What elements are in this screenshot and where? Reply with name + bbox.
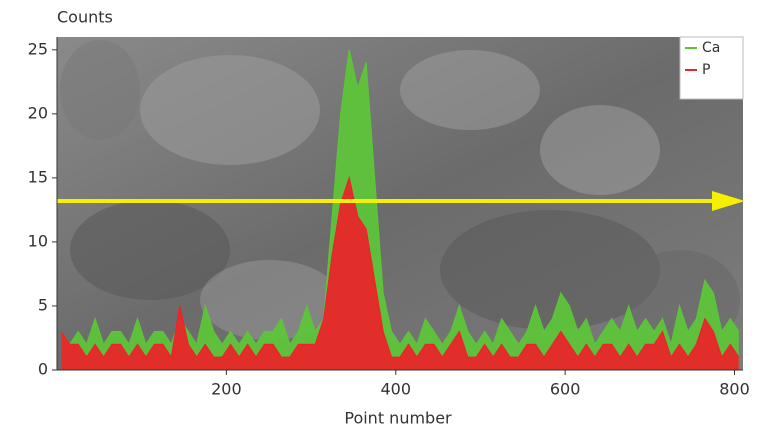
- x-tick-label: 400: [380, 380, 411, 399]
- area-line: [60, 175, 740, 359]
- x-tick-label: 800: [719, 380, 750, 399]
- x-tick-label: 200: [211, 380, 242, 399]
- y-axis-title: Counts: [57, 8, 113, 27]
- scan-arrow: [57, 191, 745, 211]
- y-tick-label: 20: [28, 103, 48, 122]
- legend-label: Ca: [702, 40, 720, 56]
- y-tick-label: 10: [28, 231, 48, 250]
- legend: Ca P: [679, 36, 744, 100]
- area-line: [60, 49, 740, 347]
- y-tick-label: 0: [38, 360, 48, 379]
- y-tick-label: 25: [28, 39, 48, 58]
- legend-label: P: [702, 62, 710, 78]
- y-tick-label: 15: [28, 167, 48, 186]
- y-tick-label: 5: [38, 295, 48, 314]
- x-axis-title: Point number: [344, 409, 452, 428]
- plot-area: [60, 49, 740, 371]
- sem-image: [57, 37, 743, 370]
- x-tick-label: 600: [550, 380, 581, 399]
